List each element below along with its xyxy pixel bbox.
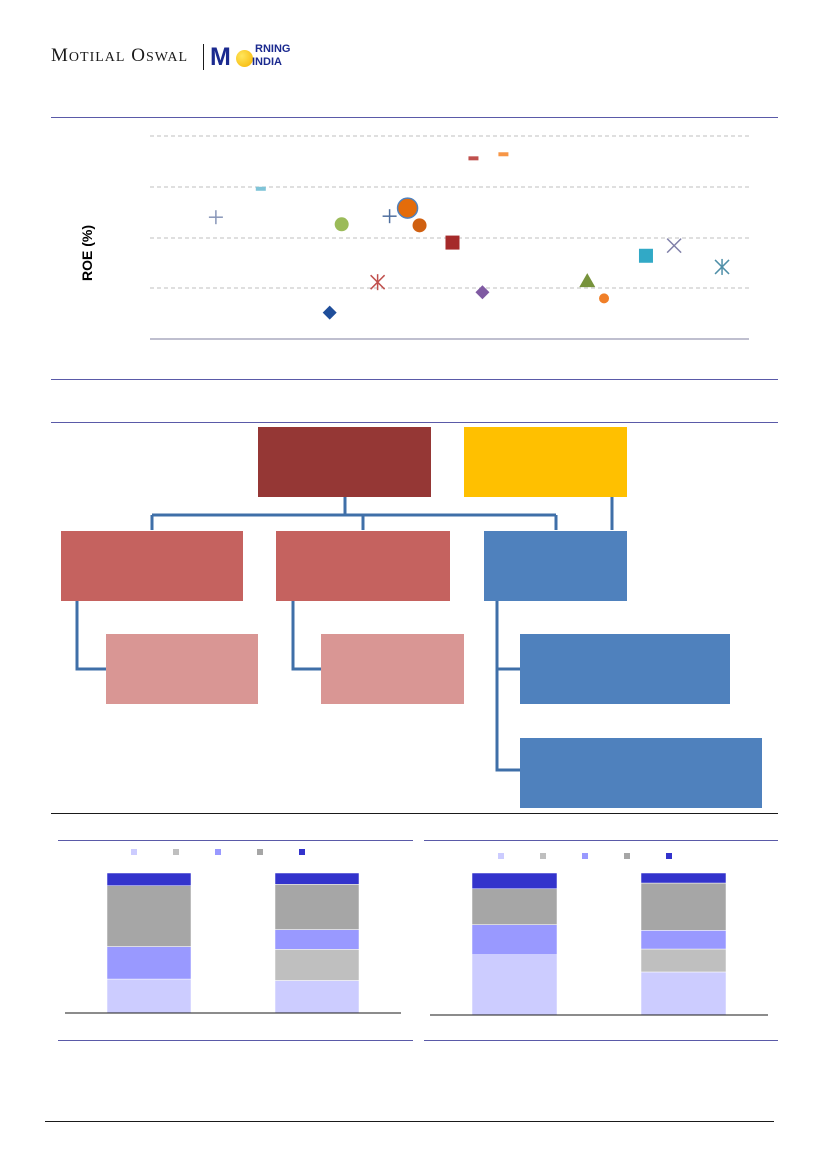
bar-2-segment-1: [640, 971, 727, 1016]
scatter-point-5: [370, 274, 386, 291]
scatter-point-15: [638, 248, 653, 263]
divider-chart-right-bottom: [424, 1040, 778, 1041]
scatter-point-6: [382, 209, 397, 224]
bar-1-segment-1: [106, 978, 192, 1014]
bar-2-segment-5: [640, 872, 727, 884]
legend-swatch-5: [299, 849, 305, 855]
brand-separator: [203, 44, 204, 70]
sun-icon: [236, 50, 253, 67]
scatter-point-3: [322, 305, 337, 320]
org-node-root-secondary: [464, 427, 627, 497]
brand-name-rest-2: SWAL: [145, 50, 189, 65]
bar-2-segment-4: [640, 882, 727, 931]
product-logo-india: INDIA: [252, 56, 282, 68]
org-chart-connectors: [75, 497, 614, 772]
brand-name: MOTILAL OSWAL: [51, 45, 188, 67]
scatter-point-14: [599, 293, 610, 304]
bar-2-segment-3: [274, 929, 360, 950]
bar-2-segment-3: [640, 930, 727, 950]
product-logo-rning: RNING: [255, 43, 291, 55]
scatter-point-17: [714, 258, 730, 275]
connector: [75, 601, 106, 671]
scatter-point-9: [445, 235, 460, 250]
bar-1-segment-5: [106, 872, 192, 886]
divider-scatter-bottom: [51, 379, 778, 380]
org-node-root-primary: [258, 427, 431, 497]
org-node-grandchild-2: [321, 634, 464, 704]
divider-chart-left-bottom: [58, 1040, 413, 1041]
legend-swatch-5: [666, 853, 672, 859]
footer-rule: [45, 1121, 774, 1122]
bar-1-segment-4: [471, 888, 558, 925]
scatter-point-2: [255, 186, 266, 191]
bar-2-segment-5: [274, 872, 360, 885]
legend-swatch-3: [582, 853, 588, 859]
divider-orgchart-bottom: [51, 813, 778, 814]
stacked-bar-chart-left: [106, 849, 360, 1014]
bar-1-segment-3: [471, 924, 558, 956]
legend-swatch-3: [215, 849, 221, 855]
bar-1-segment-5: [471, 872, 558, 890]
bar-1-segment-4: [106, 885, 192, 947]
scatter-point-13: [579, 273, 596, 288]
product-logo-m: M: [210, 43, 231, 71]
bar-1-segment-3: [106, 946, 192, 980]
bar-2-segment-1: [274, 980, 360, 1014]
divider-chart-right-top: [424, 840, 778, 841]
scatter-point-1: [208, 210, 223, 225]
scatter-point-7: [396, 197, 419, 219]
stacked-bar-charts: [65, 849, 768, 1016]
legend-swatch-2: [173, 849, 179, 855]
scatter-point-4: [334, 217, 349, 232]
divider-chart-left-top: [58, 840, 413, 841]
org-node-child-3: [484, 531, 627, 601]
scatter-point-11: [498, 152, 509, 157]
bar-2-segment-4: [274, 884, 360, 930]
legend-swatch-1: [131, 849, 137, 855]
org-node-grandchild-1: [106, 634, 258, 704]
scatter-point-16: [666, 238, 682, 254]
org-node-child-2: [276, 531, 450, 601]
legend-swatch-1: [498, 853, 504, 859]
bar-2-segment-2: [640, 948, 727, 973]
org-node-grandchild-4: [520, 738, 762, 808]
stacked-bar-chart-right: [471, 853, 727, 1016]
bar-2-segment-2: [274, 949, 360, 981]
legend-swatch-4: [257, 849, 263, 855]
bar-1-segment-1: [471, 954, 558, 1016]
brand-name-initial-1: M: [51, 45, 69, 66]
scatter-chart: [150, 135, 749, 340]
org-node-grandchild-3: [520, 634, 730, 704]
divider-orgchart-top: [51, 422, 778, 423]
divider-top: [51, 117, 778, 118]
scatter-point-8: [412, 218, 427, 233]
connector: [291, 601, 321, 671]
brand-name-rest-1: OTILAL: [68, 50, 126, 65]
brand-name-initial-2: O: [131, 45, 146, 66]
org-node-child-1: [61, 531, 243, 601]
connector: [495, 669, 520, 772]
scatter-point-12: [475, 285, 490, 300]
legend-swatch-4: [624, 853, 630, 859]
scatter-point-10: [468, 156, 479, 161]
legend-swatch-2: [540, 853, 546, 859]
